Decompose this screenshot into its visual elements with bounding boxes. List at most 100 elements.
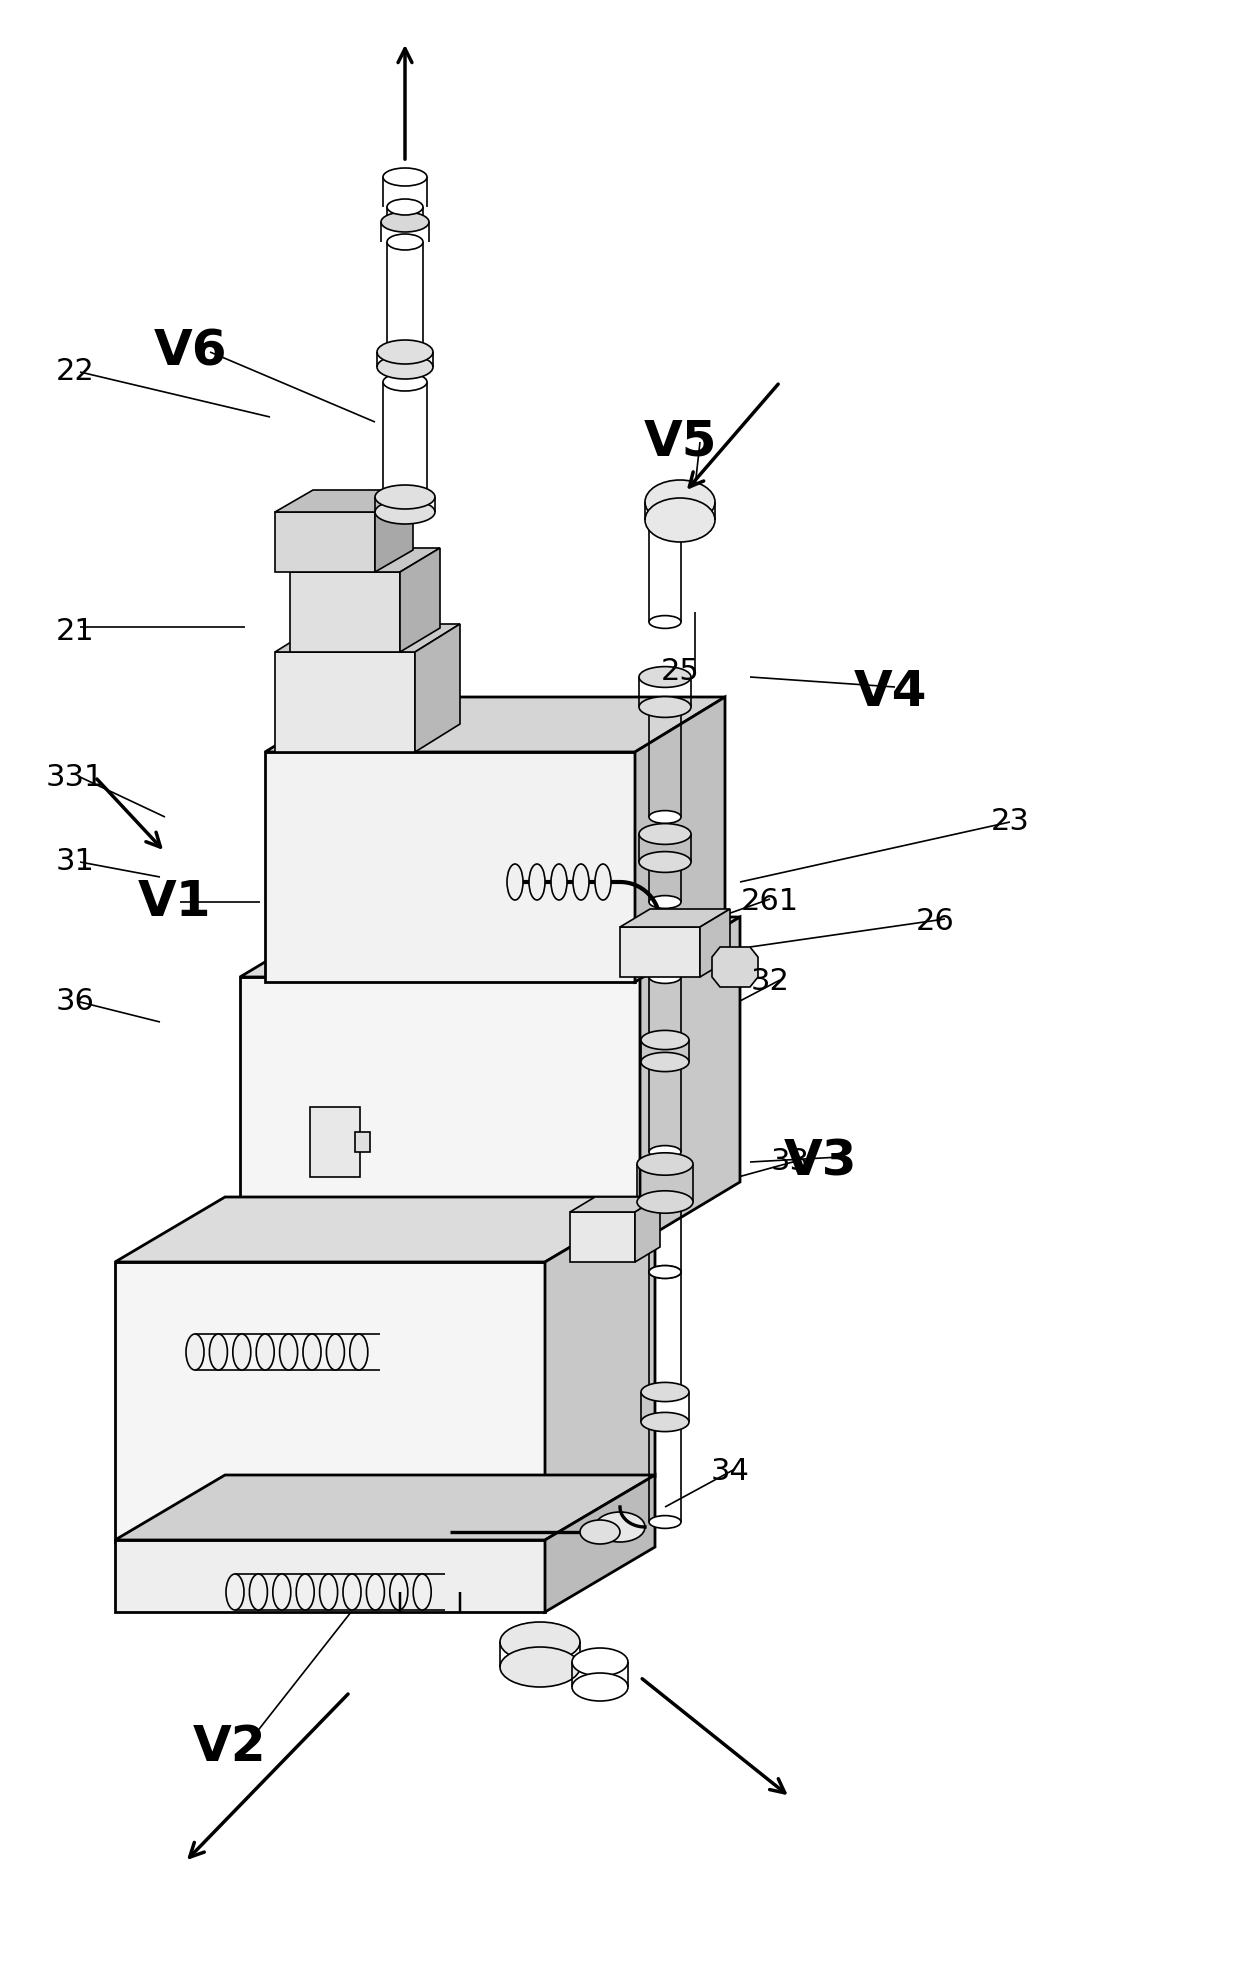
Polygon shape	[115, 1540, 546, 1613]
Ellipse shape	[303, 1334, 321, 1369]
Ellipse shape	[649, 895, 681, 908]
Polygon shape	[265, 697, 725, 751]
Text: V4: V4	[853, 667, 926, 716]
Text: V1: V1	[138, 879, 212, 926]
Ellipse shape	[186, 1334, 205, 1369]
Polygon shape	[635, 697, 725, 983]
Ellipse shape	[649, 971, 681, 983]
Ellipse shape	[233, 1334, 250, 1369]
Ellipse shape	[366, 1574, 384, 1611]
Ellipse shape	[649, 616, 681, 628]
Ellipse shape	[649, 810, 681, 824]
Polygon shape	[290, 573, 401, 651]
Text: 25: 25	[661, 657, 699, 687]
Text: V3: V3	[784, 1138, 857, 1185]
Ellipse shape	[413, 1574, 432, 1611]
Ellipse shape	[649, 1265, 681, 1279]
Polygon shape	[355, 1132, 370, 1152]
Polygon shape	[635, 1197, 660, 1262]
Ellipse shape	[572, 1648, 627, 1676]
Text: 21: 21	[56, 618, 94, 647]
Polygon shape	[640, 916, 740, 1242]
Text: 26: 26	[915, 908, 955, 936]
Ellipse shape	[637, 1191, 693, 1213]
Ellipse shape	[639, 697, 691, 718]
Polygon shape	[290, 547, 440, 573]
Ellipse shape	[572, 1674, 627, 1701]
Polygon shape	[620, 908, 730, 926]
Ellipse shape	[649, 510, 681, 524]
Polygon shape	[546, 1197, 655, 1542]
Ellipse shape	[320, 1574, 337, 1611]
Ellipse shape	[249, 1574, 268, 1611]
Text: 31: 31	[56, 848, 94, 877]
Ellipse shape	[641, 1052, 689, 1071]
Text: 23: 23	[991, 808, 1029, 836]
Polygon shape	[275, 512, 374, 573]
Ellipse shape	[377, 339, 433, 365]
Text: V6: V6	[154, 328, 227, 377]
Text: 22: 22	[56, 357, 94, 387]
Polygon shape	[310, 1107, 360, 1177]
Polygon shape	[275, 651, 415, 751]
Ellipse shape	[500, 1646, 580, 1687]
Ellipse shape	[226, 1574, 244, 1611]
Ellipse shape	[649, 1056, 681, 1069]
Ellipse shape	[257, 1334, 274, 1369]
Text: 261: 261	[742, 887, 799, 916]
Ellipse shape	[279, 1334, 298, 1369]
Ellipse shape	[639, 824, 691, 844]
Ellipse shape	[374, 500, 435, 524]
Ellipse shape	[641, 1030, 689, 1050]
Text: V2: V2	[193, 1723, 267, 1772]
Ellipse shape	[389, 1574, 408, 1611]
Ellipse shape	[649, 1146, 681, 1158]
Ellipse shape	[387, 233, 423, 249]
Ellipse shape	[649, 1515, 681, 1528]
Ellipse shape	[639, 852, 691, 873]
Ellipse shape	[383, 169, 427, 186]
Ellipse shape	[500, 1623, 580, 1662]
Ellipse shape	[326, 1334, 345, 1369]
Polygon shape	[115, 1262, 546, 1542]
Text: V5: V5	[644, 418, 717, 467]
Ellipse shape	[641, 1383, 689, 1401]
Ellipse shape	[383, 373, 427, 390]
Ellipse shape	[595, 863, 611, 901]
Polygon shape	[275, 490, 413, 512]
Polygon shape	[115, 1197, 655, 1262]
Ellipse shape	[645, 481, 715, 524]
Ellipse shape	[273, 1574, 291, 1611]
Polygon shape	[401, 547, 440, 651]
Polygon shape	[415, 624, 460, 751]
Ellipse shape	[210, 1334, 227, 1369]
Ellipse shape	[507, 863, 523, 901]
Ellipse shape	[296, 1574, 314, 1611]
Ellipse shape	[649, 1417, 681, 1428]
Ellipse shape	[529, 863, 546, 901]
Polygon shape	[570, 1213, 635, 1262]
Ellipse shape	[649, 1265, 681, 1279]
Polygon shape	[374, 490, 413, 573]
Ellipse shape	[637, 1154, 693, 1175]
Text: 33: 33	[770, 1148, 810, 1177]
Ellipse shape	[639, 667, 691, 687]
Ellipse shape	[641, 1413, 689, 1432]
Ellipse shape	[649, 700, 681, 714]
Ellipse shape	[377, 355, 433, 379]
Polygon shape	[275, 624, 460, 651]
Polygon shape	[701, 908, 730, 977]
Polygon shape	[241, 977, 640, 1242]
Text: 34: 34	[711, 1458, 749, 1487]
Ellipse shape	[387, 198, 423, 216]
Polygon shape	[115, 1475, 655, 1540]
Ellipse shape	[350, 1334, 368, 1369]
Ellipse shape	[580, 1521, 620, 1544]
Polygon shape	[265, 751, 635, 983]
Text: 36: 36	[56, 987, 94, 1016]
Ellipse shape	[649, 1385, 681, 1399]
Text: 331: 331	[46, 763, 104, 791]
Ellipse shape	[374, 485, 435, 508]
Ellipse shape	[645, 498, 715, 542]
Ellipse shape	[551, 863, 567, 901]
